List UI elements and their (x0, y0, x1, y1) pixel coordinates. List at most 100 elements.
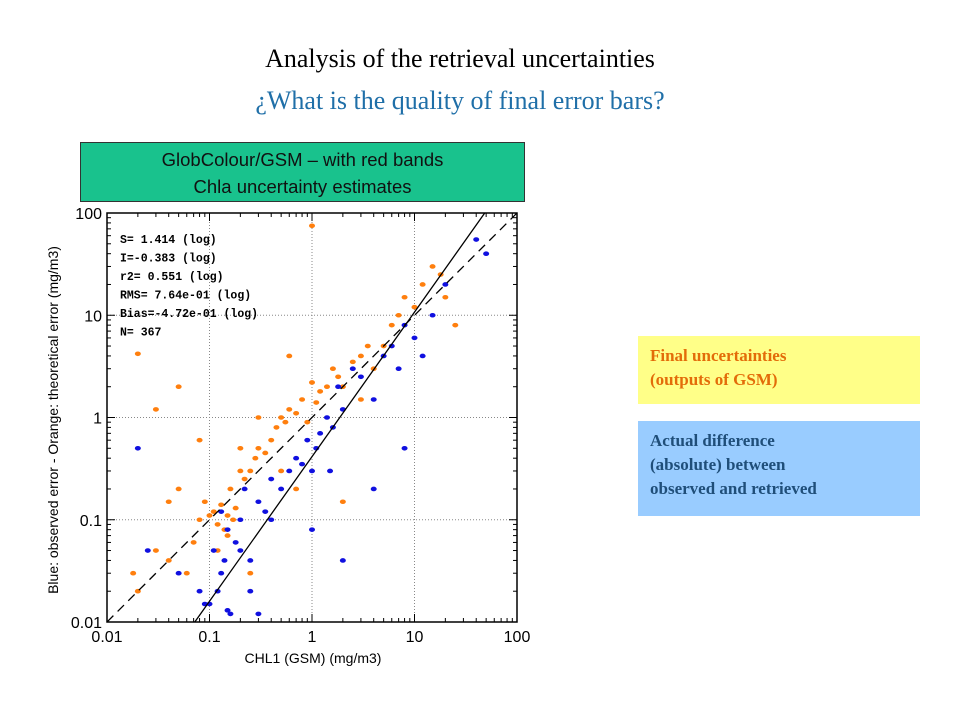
blue-point (309, 527, 315, 532)
orange-point (175, 486, 182, 492)
blue-point (327, 468, 334, 474)
y-tick-label: 10 (84, 308, 102, 325)
blue-point (483, 251, 490, 256)
orange-point (278, 468, 285, 474)
legend-blue: Actual difference (absolute) between obs… (638, 421, 920, 516)
orange-point (190, 540, 197, 545)
blue-point (144, 548, 151, 553)
stat-line: r2= 0.551 (log) (120, 271, 224, 284)
orange-point (152, 548, 159, 553)
blue-point (339, 558, 346, 563)
orange-point (349, 359, 356, 365)
orange-point (232, 505, 239, 511)
blue-point (224, 527, 231, 532)
stat-line: Bias=-4.72e-01 (log) (120, 308, 258, 321)
tick-labels: 0.01 0.1 1 10 100 0.01 0.1 1 10 100 (71, 206, 531, 646)
x-tick-label: 0.1 (198, 629, 220, 646)
blue-point (317, 431, 324, 436)
orange-point (401, 294, 408, 300)
blue-point (247, 558, 254, 563)
legend-blue-line1: Actual difference (650, 431, 775, 450)
blue-point (255, 611, 262, 617)
blue-point (309, 468, 315, 474)
legend-orange-line2: (outputs of GSM) (650, 370, 778, 389)
one-to-one-line (107, 213, 517, 622)
stat-line: RMS= 7.64e-01 (log) (120, 290, 251, 303)
blue-point (210, 548, 217, 553)
orange-point (395, 312, 402, 318)
orange-point (247, 468, 254, 474)
regression-line (193, 213, 486, 622)
blue-point (196, 588, 203, 594)
blue-point (293, 455, 300, 461)
orange-point (309, 223, 315, 229)
orange-point (278, 415, 285, 420)
blue-point (442, 282, 449, 287)
legend-blue-line2: (absolute) between (650, 455, 786, 474)
orange-point (241, 476, 248, 482)
orange-point (262, 450, 269, 456)
x-axis-label: CHL1 (GSM) (mg/m3) (245, 650, 382, 666)
orange-point (247, 570, 254, 576)
blue-point (335, 384, 342, 390)
orange-point (286, 407, 293, 412)
orange-point (224, 533, 231, 538)
orange-point (286, 353, 293, 359)
orange-point (442, 294, 449, 300)
blue-point (357, 374, 364, 380)
stats-annotation: S= 1.414 (log) I=-0.383 (log) r2= 0.551 (l… (120, 234, 258, 340)
orange-point (335, 374, 342, 380)
orange-point (388, 322, 395, 328)
orange-point (313, 400, 320, 405)
orange-point (255, 415, 262, 420)
orange-point (452, 322, 459, 328)
orange-point (196, 437, 203, 443)
fit-lines (107, 213, 517, 622)
orange-point (237, 468, 244, 474)
blue-point (175, 570, 182, 576)
x-tick-label: 10 (406, 629, 424, 646)
orange-point (293, 410, 300, 416)
blue-point (224, 608, 231, 613)
method-label-box: GlobColour/GSM – with red bands Chla unc… (80, 142, 525, 202)
orange-point (175, 384, 182, 390)
x-tick-label: 1 (308, 629, 317, 646)
blue-point (227, 611, 234, 617)
orange-point (419, 282, 426, 287)
orange-point (282, 419, 289, 425)
orange-point (429, 264, 436, 269)
orange-point (357, 353, 364, 359)
orange-point (252, 455, 259, 461)
blue-point (349, 366, 356, 372)
orange-point (268, 437, 275, 443)
page-title: Analysis of the retrieval uncertainties (265, 44, 655, 73)
orange-point (329, 366, 336, 372)
blue-point (247, 588, 254, 594)
x-tick-label: 100 (504, 629, 531, 646)
method-label-line2: Chla uncertainty estimates (193, 176, 412, 197)
orange-point (210, 509, 217, 514)
blue-point (278, 486, 285, 492)
blue-point (134, 445, 141, 451)
y-axis-label: Blue: observed error - Orange: theoretic… (45, 246, 61, 594)
legend-orange-line1: Final uncertainties (650, 346, 787, 365)
orange-point (364, 343, 371, 349)
legend-blue-line3: observed and retrieved (650, 479, 817, 498)
y-tick-label: 100 (75, 206, 102, 223)
blue-point (419, 353, 426, 359)
orange-point (255, 445, 262, 451)
blue-point (370, 486, 377, 492)
orange-point (165, 499, 172, 505)
orange-point (237, 445, 244, 451)
blue-point (411, 335, 418, 341)
orange-point (224, 513, 231, 518)
orange-point (218, 502, 225, 508)
blue-point (401, 445, 408, 451)
orange-point (411, 304, 418, 310)
y-tick-label: 0.1 (80, 513, 102, 530)
orange-point (230, 517, 237, 523)
plot-frame (106, 212, 518, 623)
blue-point (323, 415, 330, 420)
blue-point (268, 476, 275, 482)
